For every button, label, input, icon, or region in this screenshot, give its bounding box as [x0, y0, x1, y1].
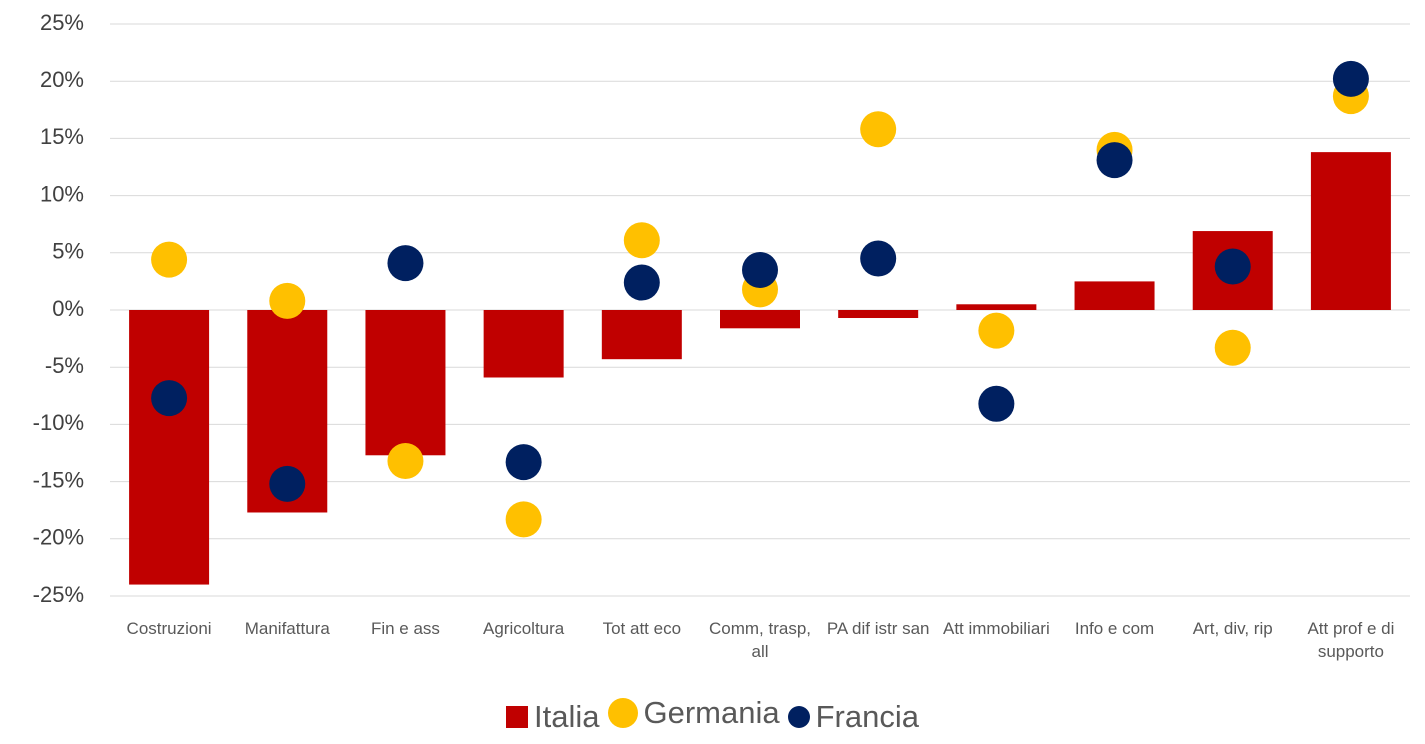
bar	[483, 310, 564, 378]
x-tick-label: Comm, trasp, all	[708, 619, 812, 661]
marker	[978, 312, 1015, 349]
legend-label: Francia	[815, 699, 919, 734]
marker	[505, 444, 542, 481]
y-tick-label: 20%	[40, 67, 84, 92]
marker	[269, 465, 306, 502]
y-tick-label: -5%	[45, 353, 84, 378]
x-tick-label: Art, div, rip	[1192, 619, 1273, 638]
marker	[1096, 142, 1133, 179]
bar	[720, 310, 800, 329]
bar	[601, 310, 682, 360]
y-tick-label: -20%	[33, 525, 84, 550]
x-tick-label: Fin e ass	[370, 619, 440, 638]
legend-swatch	[787, 706, 810, 728]
bar	[956, 304, 1037, 310]
marker	[742, 251, 778, 288]
marker	[1332, 60, 1369, 97]
bar	[1074, 281, 1155, 310]
legend-item: Francia	[787, 699, 919, 735]
legend-swatch	[506, 706, 529, 728]
x-tick-label: Agricoltura	[482, 619, 565, 638]
bar	[365, 310, 446, 456]
y-tick-label: -15%	[33, 467, 84, 492]
marker	[387, 245, 424, 282]
marker	[978, 385, 1015, 422]
marker	[151, 380, 188, 417]
legend-item: Italia	[506, 699, 600, 735]
bar	[1310, 152, 1391, 310]
legend-label: Germania	[643, 695, 780, 730]
y-tick-label: 5%	[52, 239, 84, 264]
legend-swatch	[607, 698, 638, 728]
marker	[860, 111, 897, 148]
y-tick-label: 0%	[52, 296, 84, 321]
y-tick-label: -25%	[33, 582, 84, 607]
marker	[860, 240, 897, 277]
bar	[129, 310, 210, 585]
marker	[623, 264, 660, 301]
x-tick-label: Costruzioni	[126, 619, 212, 638]
marker	[1214, 329, 1251, 366]
x-tick-label: Info e com	[1074, 619, 1155, 638]
y-tick-label: 15%	[40, 124, 84, 149]
x-tick-label: Manifattura	[244, 619, 330, 638]
legend: Italia Germania Francia	[0, 695, 1425, 736]
x-tick-label: Att prof e di supporto	[1307, 619, 1395, 661]
legend-label: Italia	[534, 699, 600, 734]
marker	[387, 443, 424, 480]
x-tick-label: Tot att eco	[602, 619, 682, 638]
y-tick-label: 10%	[40, 181, 84, 206]
bar	[838, 310, 919, 319]
x-tick-label: PA dif istr san	[826, 619, 930, 638]
y-tick-label: -10%	[33, 410, 84, 435]
marker	[505, 501, 542, 538]
x-tick-label: Att immobiliari	[942, 619, 1050, 638]
y-tick-label: 25%	[40, 10, 84, 35]
marker	[623, 222, 660, 259]
marker	[1214, 248, 1251, 285]
marker	[151, 241, 188, 278]
marker	[269, 282, 306, 319]
legend-item: Germania	[607, 695, 780, 731]
